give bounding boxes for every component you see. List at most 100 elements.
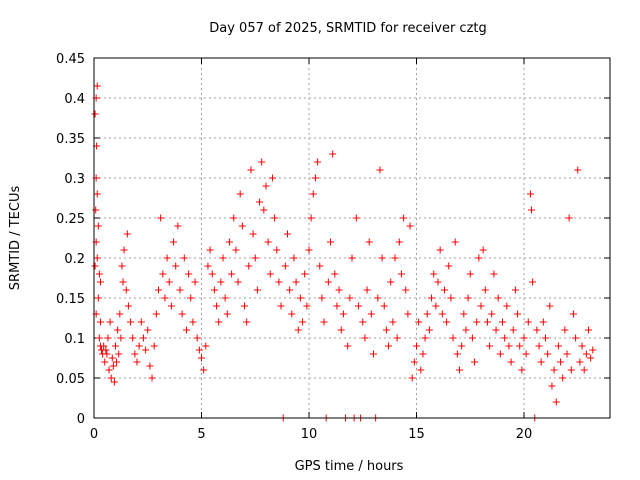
x-tick-label: 10 bbox=[301, 427, 318, 442]
data-point bbox=[518, 366, 526, 374]
data-point bbox=[554, 342, 562, 350]
data-point bbox=[539, 318, 547, 326]
data-point bbox=[152, 310, 160, 318]
data-point bbox=[116, 310, 124, 318]
data-point bbox=[103, 350, 111, 358]
data-point bbox=[277, 302, 285, 310]
data-point bbox=[447, 294, 455, 302]
data-point bbox=[374, 294, 382, 302]
data-point bbox=[223, 310, 231, 318]
x-axis-label: GPS time / hours bbox=[295, 459, 404, 474]
data-point bbox=[460, 310, 468, 318]
data-point bbox=[526, 190, 534, 198]
data-point bbox=[578, 342, 586, 350]
gridlines bbox=[94, 58, 610, 418]
data-point bbox=[193, 334, 201, 342]
data-point bbox=[402, 286, 410, 294]
data-point bbox=[367, 310, 375, 318]
data-point bbox=[514, 310, 522, 318]
data-point bbox=[445, 262, 453, 270]
data-point bbox=[363, 286, 371, 294]
data-point bbox=[408, 374, 416, 382]
data-point bbox=[115, 350, 123, 358]
data-point bbox=[466, 270, 474, 278]
data-point bbox=[509, 326, 517, 334]
data-point bbox=[335, 286, 343, 294]
data-point bbox=[352, 214, 360, 222]
data-point bbox=[139, 334, 147, 342]
y-tick-label: 0.15 bbox=[56, 292, 85, 307]
data-point bbox=[230, 214, 238, 222]
data-point bbox=[481, 286, 489, 294]
data-point bbox=[260, 206, 268, 214]
data-point bbox=[421, 334, 429, 342]
data-point bbox=[524, 318, 532, 326]
data-point bbox=[548, 382, 556, 390]
data-point bbox=[114, 326, 122, 334]
data-point bbox=[428, 294, 436, 302]
data-point bbox=[108, 354, 116, 362]
data-point bbox=[107, 374, 115, 382]
data-point bbox=[585, 326, 592, 334]
data-point bbox=[131, 350, 139, 358]
data-point bbox=[376, 166, 384, 174]
data-point bbox=[93, 254, 101, 262]
data-point bbox=[479, 246, 487, 254]
data-point bbox=[305, 246, 313, 254]
y-tick-label: 0.2 bbox=[64, 252, 85, 267]
data-point bbox=[303, 302, 311, 310]
data-point bbox=[135, 342, 143, 350]
data-point bbox=[273, 246, 281, 254]
data-point bbox=[565, 214, 573, 222]
data-point bbox=[200, 366, 208, 374]
data-point bbox=[93, 82, 101, 90]
data-point bbox=[288, 310, 296, 318]
data-point bbox=[245, 262, 253, 270]
data-point bbox=[236, 190, 244, 198]
data-point bbox=[331, 270, 339, 278]
data-points bbox=[91, 82, 597, 422]
data-point bbox=[354, 302, 362, 310]
data-point bbox=[155, 286, 162, 294]
data-point bbox=[95, 270, 103, 278]
data-point bbox=[294, 326, 302, 334]
data-point bbox=[516, 342, 524, 350]
data-point bbox=[400, 214, 408, 222]
data-point bbox=[180, 254, 188, 262]
x-tick-label: 0 bbox=[90, 427, 98, 442]
data-point bbox=[468, 334, 476, 342]
data-point bbox=[361, 334, 369, 342]
data-point bbox=[499, 318, 506, 326]
data-point bbox=[337, 326, 345, 334]
data-point bbox=[215, 318, 223, 326]
data-point bbox=[385, 342, 393, 350]
data-point bbox=[256, 198, 264, 206]
y-tick-label: 0.05 bbox=[56, 372, 85, 387]
data-point bbox=[415, 318, 423, 326]
data-point bbox=[410, 358, 418, 366]
data-point bbox=[163, 254, 171, 262]
data-point bbox=[561, 326, 569, 334]
data-point bbox=[219, 254, 227, 262]
data-point bbox=[569, 310, 577, 318]
data-point bbox=[228, 270, 236, 278]
data-point bbox=[176, 286, 184, 294]
data-point bbox=[96, 278, 104, 286]
data-point bbox=[258, 158, 266, 166]
data-point bbox=[91, 110, 99, 118]
data-point bbox=[122, 286, 130, 294]
data-point bbox=[582, 350, 590, 358]
data-point bbox=[438, 310, 446, 318]
data-point bbox=[241, 302, 248, 310]
data-point bbox=[296, 294, 304, 302]
data-point bbox=[483, 318, 491, 326]
data-point bbox=[187, 294, 195, 302]
data-point bbox=[266, 270, 274, 278]
data-point bbox=[174, 222, 182, 230]
data-point bbox=[346, 294, 354, 302]
data-point bbox=[182, 326, 190, 334]
data-point bbox=[167, 302, 175, 310]
data-point bbox=[251, 254, 259, 262]
data-point bbox=[247, 166, 255, 174]
data-point bbox=[96, 318, 104, 326]
